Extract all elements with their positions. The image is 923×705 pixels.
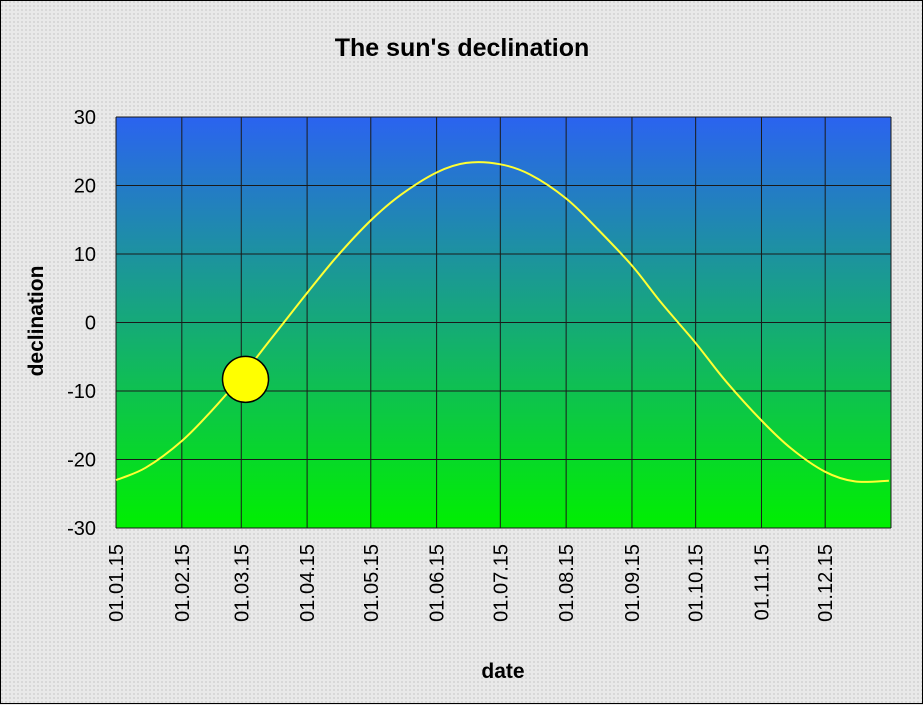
- y-tick-label: -10: [67, 381, 96, 403]
- y-tick-label: 0: [85, 313, 96, 335]
- x-tick-label: 01.07.15: [490, 544, 512, 622]
- x-tick-label: 01.04.15: [297, 544, 319, 622]
- x-tick-label: 01.06.15: [427, 544, 449, 622]
- x-tick-label: 01.05.15: [361, 544, 383, 622]
- gridlines: [115, 116, 892, 529]
- x-tick-label: 01.09.15: [622, 544, 644, 622]
- y-tick-label: 30: [74, 107, 96, 129]
- x-tick-label: 01.12.15: [815, 544, 837, 622]
- y-axis-ticks: 30 20 10 0 -10 -20 -30: [67, 107, 96, 540]
- y-tick-label: -30: [67, 518, 96, 540]
- x-axis-ticks: 01.01.15 01.02.15 01.03.15 01.04.15 01.05.15…: [106, 544, 837, 622]
- y-tick-label: -20: [67, 450, 96, 472]
- x-tick-label: 01.11.15: [751, 544, 773, 620]
- y-axis-label: declination: [25, 266, 48, 377]
- x-tick-label: 01.01.15: [106, 544, 128, 622]
- chart-title: The sun's declination: [335, 34, 590, 62]
- x-tick-label: 01.08.15: [556, 544, 578, 622]
- x-tick-label: 01.02.15: [172, 544, 194, 622]
- sun-icon: [221, 355, 270, 404]
- x-tick-label: 01.03.15: [231, 544, 253, 622]
- y-tick-label: 10: [74, 244, 96, 266]
- y-tick-label: 20: [74, 176, 96, 198]
- x-tick-label: 01.10.15: [686, 544, 708, 622]
- x-axis-label: date: [481, 660, 524, 683]
